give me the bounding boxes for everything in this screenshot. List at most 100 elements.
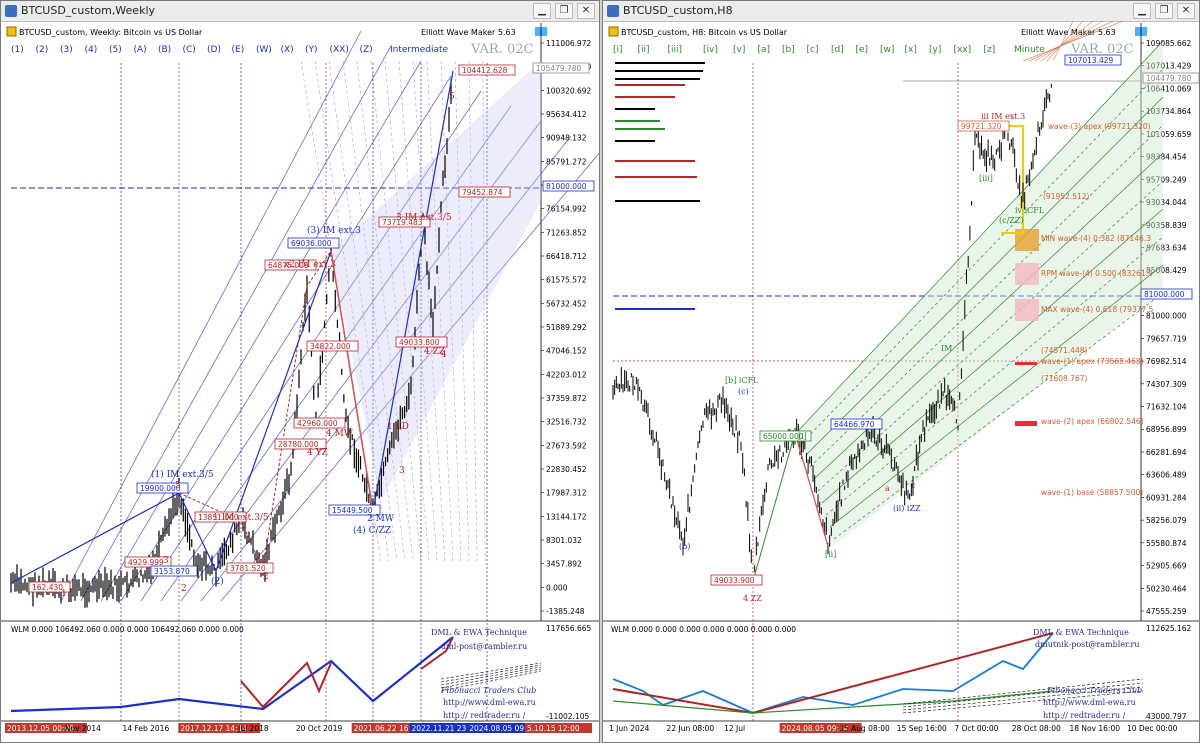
degree-label: Intermediate [390,45,449,55]
channel-line [805,96,1164,456]
window-title-bar[interactable]: BTCUSD_custom,H8 ▁ ❐ ✕ [603,1,1199,22]
time-axis-label: 2024.08.05 09:24 [469,724,536,733]
degree-button[interactable]: [d] [831,45,844,55]
degree-button[interactable]: [xx] [954,45,972,55]
channel-line [825,236,1164,516]
signature-note: dml-post@rambler.ru [441,642,527,651]
price-tick-label: 87683.634 [1146,243,1187,252]
wave-label: a [885,484,890,493]
degree-button[interactable]: (X) [281,45,294,55]
price-box [957,120,1010,132]
price-box [136,482,189,494]
degree-button[interactable]: [iii] [668,45,683,55]
wave-label: 4 [441,350,447,360]
fib-level-label: (71608.767) [1041,374,1087,383]
wave-label: [i] [798,432,807,441]
maximize-button[interactable]: ❐ [555,3,573,19]
price-box-label: 104479.780 [1146,74,1192,83]
price-tick-label: 42203.012 [546,370,587,379]
price-box [378,216,431,228]
degree-button[interactable]: [iv] [703,45,718,55]
wave-label: (1) IM ext.3/5 [151,469,214,480]
window-title-bar[interactable]: BTCUSD_custom,Weekly ▁ ❐ ✕ [1,1,599,22]
degree-button[interactable]: [a] [758,45,771,55]
degree-button[interactable]: (5) [109,45,122,55]
plugin-label: Elliott Wave Maker 5.63 [421,28,516,37]
wave-label: (4) C/ZZ [353,525,391,536]
signature-note: dmutnik-post@rambler.ru [1035,640,1140,649]
time-label-highlight [779,723,862,733]
channel-line [100,60,422,602]
price-box-label: 81000.000 [1144,290,1185,299]
minimize-button[interactable]: ▁ [533,3,551,19]
price-tick-label: 27673.592 [546,441,587,450]
close-button[interactable]: ✕ [577,3,595,19]
degree-button[interactable]: (2) [36,45,49,55]
price-box [710,574,763,586]
degree-button[interactable]: [y] [929,45,941,55]
channel-line [801,68,1164,444]
price-tick-label: 95634.412 [546,110,587,119]
fan-line [454,60,470,562]
degree-button[interactable]: [i] [613,45,623,55]
price-tick-label: 60931.284 [1146,493,1187,502]
price-tick-label: 71632.104 [1146,403,1187,412]
degree-button[interactable]: (C) [183,45,196,55]
indicator-tick: -11002.105 [546,712,589,721]
indicator-tick: 117656.665 [546,624,592,633]
h8-chart-canvas[interactable]: BTCUSD_custom, H8: Bitcoin vs US Dollar E… [603,1,1200,743]
fib-level-label: wave-(1) apex (73568.468) [1041,357,1144,366]
indicator-header: WLM 0.000 106492.060 0.000 0.000 106492.… [11,625,244,634]
weekly-chart-canvas[interactable]: BTCUSD_custom, Weekly: Bitcoin vs US Dol… [1,1,600,743]
price-box-label: 4929.999 [128,558,164,567]
degree-button[interactable]: (A) [134,45,147,55]
channel-line [817,180,1164,492]
close-button[interactable]: ✕ [1177,3,1195,19]
indicator-line-red [420,636,454,670]
degree-button[interactable]: [w] [880,45,894,55]
degree-button[interactable]: (4) [85,45,98,55]
wave-label: (c) [738,387,749,396]
weekly-chart-window[interactable]: BTCUSD_custom,Weekly ▁ ❐ ✕ BTCUSD_custom… [0,0,600,743]
maximize-button[interactable]: ❐ [1155,3,1173,19]
price-tick-label: -1385.248 [546,607,585,616]
degree-button[interactable]: (E) [232,45,245,55]
degree-button[interactable]: [c] [807,45,819,55]
price-tick-label: 76982.514 [1146,357,1187,366]
channel-line [60,30,362,602]
time-axis-label: 2024.08.05 09:24 [782,724,849,733]
wave-label: 3 IM ext.3/5 [396,213,452,223]
degree-button[interactable]: (D) [207,45,221,55]
degree-button[interactable]: [z] [984,45,996,55]
degree-button[interactable]: [x] [905,45,917,55]
degree-button[interactable]: (B) [158,45,171,55]
signature-note: Fibonacci Traders Club [1046,686,1142,695]
indicator-projection [902,682,1144,708]
degree-button[interactable]: (Z) [360,45,373,55]
fib-level-label: wave-(1) base (58857.500) [1041,488,1143,497]
degree-button[interactable]: (XX) [330,45,349,55]
minimize-button[interactable]: ▁ [1133,3,1151,19]
time-axis-label: 5.10.15 12:00 [527,724,580,733]
window-title: BTCUSD_custom,Weekly [21,4,156,17]
wave-label: iii IM ext.3 [981,112,1025,121]
time-axis-label: 25 Aug 08:00 [839,724,890,733]
time-label-highlight [525,723,592,733]
wave-label: x2 IM ext.3 [284,260,336,270]
degree-button[interactable]: [v] [733,45,745,55]
degree-button[interactable]: (W) [256,45,272,55]
degree-button[interactable]: (1) [11,45,24,55]
wave-label: 4 ZZ [743,594,762,603]
degree-button[interactable]: (Y) [305,45,318,55]
degree-button[interactable]: [b] [782,45,795,55]
wave-line [752,432,796,582]
h8-chart-window[interactable]: BTCUSD_custom,H8 ▁ ❐ ✕ BTCUSD_custom, H8… [602,0,1200,743]
degree-button[interactable]: [ii] [638,45,650,55]
indicator-line-blue [10,636,454,713]
price-box-label: 105479.780 [536,64,582,73]
price-tick-label: 50230.464 [1146,584,1187,593]
degree-button[interactable]: (3) [60,45,73,55]
degree-label: Minute [1014,45,1045,55]
price-box-label: 28780.000 [278,440,319,449]
degree-button[interactable]: [e] [856,45,869,55]
